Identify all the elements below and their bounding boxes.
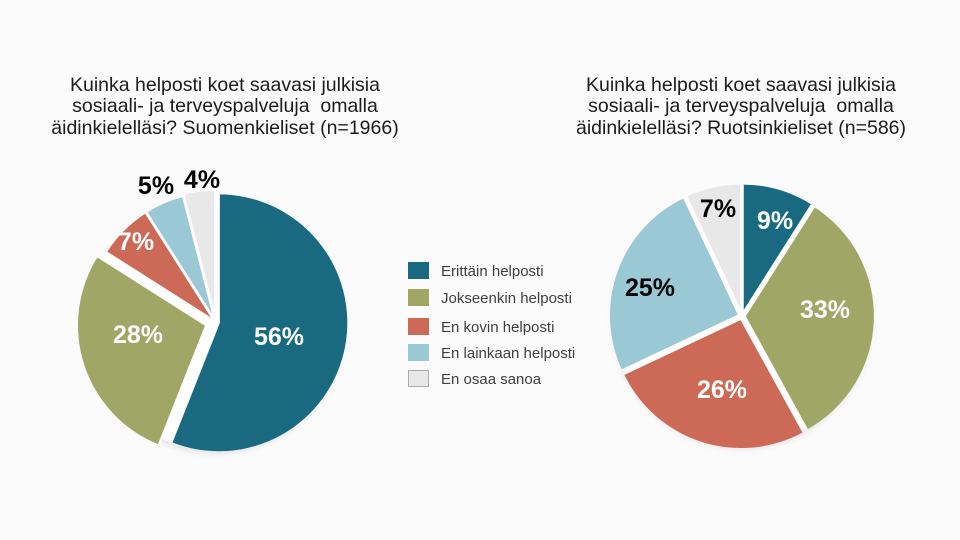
svg-text:28%: 28% <box>113 321 163 349</box>
svg-text:26%: 26% <box>697 376 747 404</box>
svg-text:25%: 25% <box>625 274 675 302</box>
svg-text:7%: 7% <box>700 195 736 223</box>
svg-text:9%: 9% <box>757 207 793 235</box>
svg-text:56%: 56% <box>254 323 304 351</box>
svg-text:33%: 33% <box>800 296 850 324</box>
svg-text:7%: 7% <box>118 228 154 256</box>
svg-text:5%: 5% <box>138 172 174 200</box>
svg-text:4%: 4% <box>184 166 220 194</box>
